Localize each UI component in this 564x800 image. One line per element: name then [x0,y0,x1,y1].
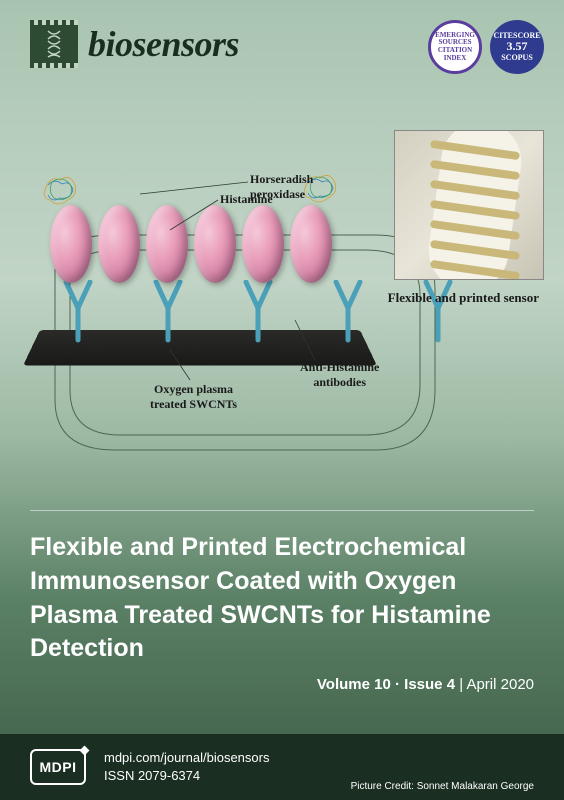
dna-icon [44,29,64,59]
issue-date: April 2020 [466,676,534,693]
scopus-source: SCOPUS [501,54,533,63]
picture-credit: Picture Credit: Sonnet Malakaran George [351,781,534,800]
date-prefix: | [455,676,466,693]
antibody-y [240,280,276,344]
label-oxygen-plasma: Oxygen plasmatreated SWCNTs [150,382,237,412]
title-block: Flexible and Printed Electrochemical Imm… [30,510,534,666]
particle-row [50,205,332,283]
scopus-badge: CITESCORE 3.57 SCOPUS [490,20,544,74]
footer-text: mdpi.com/journal/biosensors ISSN 2079-63… [104,749,269,785]
esci-badge: EMERGING SOURCES CITATION INDEX [428,20,482,74]
sensor-stripe [430,260,520,280]
particle [146,205,188,283]
separator: · [391,676,404,693]
sensor-stripe [430,220,520,240]
journal-issn: ISSN 2079-6374 [104,767,269,785]
journal-name: biosensors [88,23,239,65]
article-title: Flexible and Printed Electrochemical Imm… [30,531,534,666]
label-histamine: Histamine [220,192,273,207]
journal-cover: biosensors EMERGING SOURCES CITATION IND… [0,0,564,800]
particle [242,205,284,283]
sensor-photo [394,130,544,280]
credit-label: Picture Credit: [351,781,417,792]
volume: Volume 10 [317,676,391,693]
label-flexible-sensor: Flexible and printed sensor [388,290,539,306]
journal-logo-icon [30,20,78,68]
protein-cluster [40,170,80,210]
issue: Issue 4 [404,676,455,693]
antibody-y [330,280,366,344]
credit-name: Sonnet Malakaran George [417,781,534,792]
particle [50,205,92,283]
scopus-score: 3.57 [507,40,528,53]
sensor-stripe [430,140,520,160]
issue-info: Volume 10 · Issue 4 | April 2020 [317,676,534,693]
sensor-stripe [430,240,520,260]
sensor-stripe [430,180,520,200]
particle [98,205,140,283]
particle [290,205,332,283]
publisher-logo: MDPI [30,749,86,785]
cover-header: biosensors [30,20,239,68]
label-anti-histamine: Anti-Histamineantibodies [300,360,379,390]
sensor-stripe [430,200,520,220]
antibody-y [150,280,186,344]
index-badges: EMERGING SOURCES CITATION INDEX CITESCOR… [428,20,544,74]
antibody-y [60,280,96,344]
cover-diagram: Horseradishperoxidase Histamine Oxygen p… [20,120,544,470]
journal-url: mdpi.com/journal/biosensors [104,749,269,767]
sensor-stripe [430,160,520,180]
particle [194,205,236,283]
cover-footer: MDPI mdpi.com/journal/biosensors ISSN 20… [0,734,564,800]
esci-line: CITATION INDEX [431,47,479,62]
